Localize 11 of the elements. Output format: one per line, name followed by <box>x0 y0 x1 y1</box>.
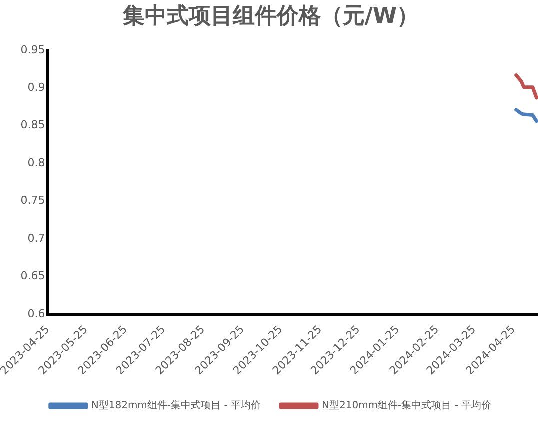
y-tick-label: 0.65 <box>20 270 46 283</box>
y-tick-label: 0.8 <box>28 156 46 170</box>
legend-label: N型210mm组件-集中式项目 - 平均价 <box>322 400 492 412</box>
y-tick-label: 0.75 <box>20 194 46 208</box>
y-tick-label: 0.6 <box>28 307 46 320</box>
y-tick-label: 0.7 <box>28 232 46 245</box>
y-tick-label: 0.95 <box>20 43 46 56</box>
y-tick-label: 0.9 <box>28 80 46 94</box>
chart-title: 集中式项目组件价格（元/W） <box>122 4 420 29</box>
y-tick-label: 0.85 <box>20 118 46 132</box>
legend-label: N型182mm组件-集中式项目 - 平均价 <box>91 400 261 412</box>
